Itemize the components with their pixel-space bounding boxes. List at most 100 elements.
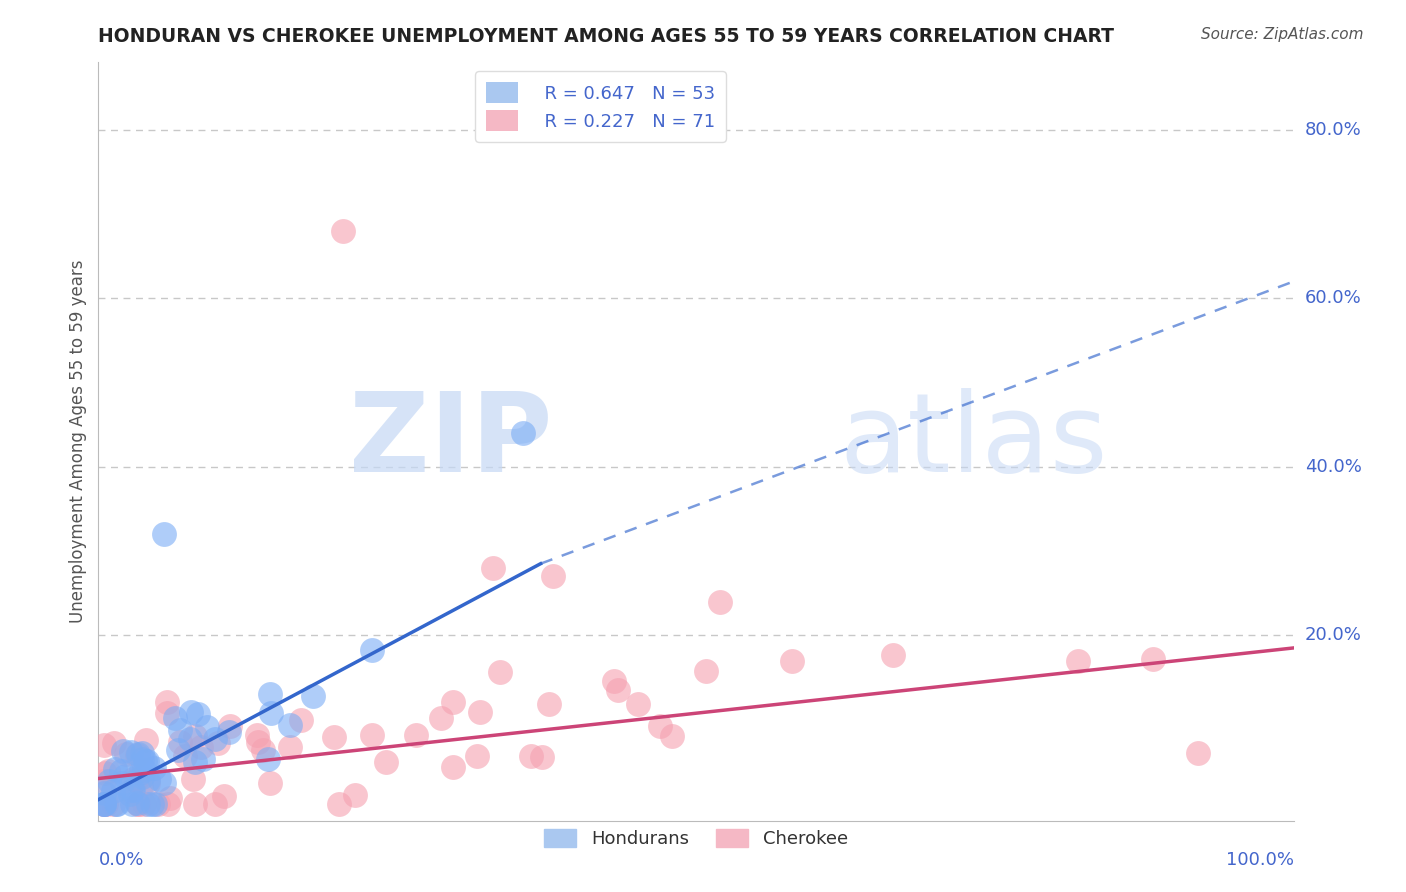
Point: [132, 763, 155, 777]
Point: [218, 725, 240, 739]
Point: [131, 746, 153, 760]
Point: [125, 796, 148, 810]
Point: [252, 743, 274, 757]
Text: ZIP: ZIP: [349, 388, 553, 495]
Point: [489, 665, 512, 679]
Point: [174, 749, 197, 764]
Point: [882, 648, 904, 662]
Point: [136, 797, 159, 811]
Point: [121, 782, 143, 797]
Point: [332, 224, 354, 238]
Y-axis label: Unemployment Among Ages 55 to 59 years: Unemployment Among Ages 55 to 59 years: [69, 260, 87, 624]
Point: [97, 773, 120, 788]
Point: [142, 762, 165, 776]
Point: [110, 776, 132, 790]
Point: [302, 689, 325, 703]
Point: [131, 752, 153, 766]
Text: 100.0%: 100.0%: [1226, 851, 1294, 869]
Point: [94, 765, 117, 780]
Point: [190, 740, 212, 755]
Point: [280, 740, 302, 755]
Point: [93, 797, 115, 811]
Point: [169, 735, 191, 749]
Point: [103, 735, 125, 749]
Point: [93, 773, 115, 788]
Point: [247, 735, 270, 749]
Point: [101, 797, 124, 811]
Point: [104, 762, 127, 776]
Point: [184, 755, 207, 769]
Legend: Hondurans, Cherokee: Hondurans, Cherokee: [534, 820, 858, 857]
Point: [183, 797, 205, 811]
Point: [650, 719, 672, 733]
Point: [127, 797, 149, 811]
Point: [1067, 654, 1090, 668]
Point: [465, 749, 488, 764]
Point: [187, 707, 209, 722]
Text: Source: ZipAtlas.com: Source: ZipAtlas.com: [1201, 27, 1364, 42]
Point: [360, 728, 382, 742]
Point: [212, 789, 235, 804]
Point: [127, 797, 149, 811]
Point: [118, 784, 141, 798]
Point: [290, 713, 312, 727]
Point: [101, 783, 124, 797]
Point: [159, 791, 181, 805]
Point: [441, 695, 464, 709]
Point: [481, 561, 505, 575]
Point: [148, 772, 170, 786]
Point: [204, 732, 226, 747]
Point: [131, 771, 153, 785]
Point: [134, 797, 156, 811]
Point: [695, 664, 717, 678]
Point: [541, 569, 564, 583]
Point: [607, 683, 630, 698]
Point: [322, 730, 344, 744]
Point: [709, 594, 731, 608]
Point: [115, 747, 138, 761]
Point: [184, 729, 207, 743]
Point: [136, 776, 159, 790]
Point: [125, 773, 148, 788]
Point: [121, 782, 143, 797]
Point: [111, 744, 134, 758]
Point: [97, 764, 120, 778]
Point: [131, 779, 153, 793]
Point: [280, 717, 302, 731]
Point: [155, 694, 177, 708]
Point: [257, 752, 280, 766]
Point: [166, 743, 188, 757]
Point: [361, 643, 384, 657]
Point: [627, 697, 650, 711]
Point: [93, 797, 115, 811]
Point: [127, 747, 149, 762]
Point: [470, 705, 492, 719]
Text: 60.0%: 60.0%: [1305, 289, 1361, 308]
Point: [136, 773, 159, 788]
Point: [1142, 652, 1164, 666]
Point: [121, 797, 143, 811]
Point: [118, 787, 141, 801]
Point: [141, 797, 163, 811]
Point: [441, 760, 464, 774]
Point: [520, 749, 543, 764]
Point: [780, 654, 803, 668]
Point: [344, 788, 367, 802]
Text: 80.0%: 80.0%: [1305, 120, 1361, 139]
Point: [93, 739, 115, 753]
Point: [96, 797, 118, 811]
Point: [181, 772, 204, 786]
Point: [93, 797, 115, 811]
Text: atlas: atlas: [839, 388, 1108, 495]
Point: [110, 764, 132, 778]
Point: [193, 752, 215, 766]
Point: [157, 797, 180, 811]
Point: [169, 723, 191, 738]
Text: 20.0%: 20.0%: [1305, 626, 1361, 644]
Point: [204, 797, 226, 811]
Point: [179, 732, 201, 747]
Point: [374, 755, 396, 769]
Point: [180, 705, 202, 719]
Point: [1187, 746, 1209, 760]
Point: [135, 733, 157, 747]
